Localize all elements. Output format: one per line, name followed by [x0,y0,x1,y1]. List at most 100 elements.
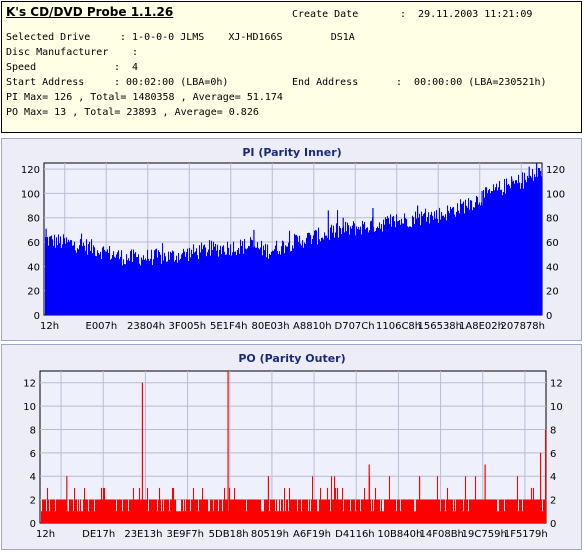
data-bar [193,487,195,523]
data-bar [95,499,97,523]
data-bar [104,487,106,523]
x-tick-label: 10B840h [377,529,422,540]
data-bar [151,499,153,523]
data-bar [357,499,359,523]
data-bar [478,204,480,315]
data-bar [516,180,518,315]
data-bar [68,511,70,523]
data-bar [163,511,165,523]
data-bar [342,227,344,315]
create-date-label: Create Date [292,9,359,20]
data-bar [420,225,422,315]
data-bar [368,499,370,523]
data-bar [422,499,424,523]
data-bar [421,211,423,315]
data-bar [70,499,72,523]
data-bar [402,223,404,315]
data-bar [538,499,540,523]
y-tick-label: 120 [21,165,40,176]
data-bar [530,175,532,315]
data-bar [463,511,465,523]
data-bar [517,183,519,315]
data-bar [376,228,378,315]
data-bar [89,499,91,523]
data-bar [492,191,494,315]
pi-x-axis: 12h E007h 23804h 3F005h 5E1F4h 80E03h A8810h D7… [40,321,545,332]
data-bar [62,244,64,315]
data-bar [290,251,292,315]
data-bar [495,187,497,315]
data-bar [514,499,516,523]
data-bar [97,250,99,315]
data-bar [493,184,495,315]
data-bar [166,261,168,315]
data-bar [522,172,524,315]
data-bar [349,234,351,315]
data-bar [532,169,534,315]
data-bar [173,487,175,523]
data-bar [275,245,277,315]
data-bar [112,254,114,315]
data-bar [225,254,227,315]
data-bar [430,214,432,315]
y-tick-label: 4 [550,472,556,483]
data-bar [218,511,220,523]
data-bar [293,499,295,523]
app-title: K's CD/DVD Probe 1.1.26 [6,5,174,19]
data-bar [140,265,142,315]
data-bar [279,251,281,315]
data-bar [99,254,101,315]
data-bar [392,499,394,523]
data-bar [223,245,225,315]
speed-value: : 4 [114,62,139,73]
data-bar [131,499,133,523]
data-bar [252,499,254,523]
data-bar [144,259,146,315]
data-bar [449,213,451,315]
data-bar [443,215,445,315]
data-bar [280,511,282,523]
data-bar [273,250,275,315]
data-bar [132,261,134,315]
data-bar [465,476,467,523]
data-bar [331,224,333,315]
data-bar [451,209,453,315]
data-bar [84,487,86,523]
data-bar [246,511,248,523]
data-bar [69,499,71,523]
data-bar [52,499,54,523]
data-bar [473,499,475,523]
x-tick-label: 1A8E02h [459,321,504,332]
data-bar [277,250,279,315]
data-bar [131,249,133,315]
data-bar [479,202,481,315]
data-bar [92,253,94,315]
data-bar [116,254,118,315]
data-bar [167,499,169,523]
data-bar [291,499,293,523]
data-bar [278,511,280,523]
data-bar [113,251,115,315]
data-bar [438,222,440,315]
data-bar [162,243,164,315]
data-bar [350,511,352,523]
data-bar [216,250,218,315]
data-bar [220,245,222,315]
data-bar [143,499,145,523]
data-bar [292,499,294,523]
data-bar [447,205,449,315]
data-bar [108,252,110,315]
data-bar [176,255,178,315]
data-bar [343,511,345,523]
data-bar [126,254,128,315]
data-bar [64,499,66,523]
data-bar [404,499,406,523]
data-bar [69,241,71,315]
data-bar [44,499,46,523]
data-bar [467,499,469,523]
y-tick-label: 80 [27,214,40,225]
data-bar [477,196,479,315]
data-bar [512,181,514,315]
spike-bar [227,371,229,523]
data-bar [456,499,458,523]
